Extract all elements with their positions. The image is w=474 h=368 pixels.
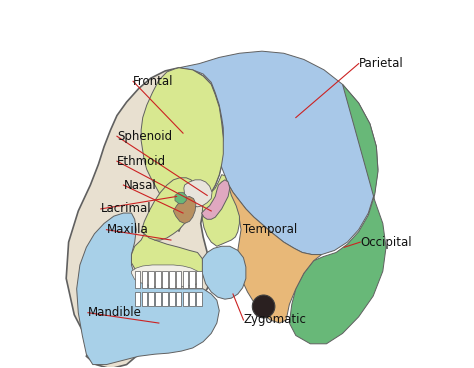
Text: Lacrimal: Lacrimal — [101, 202, 152, 215]
Text: Zygomatic: Zygomatic — [244, 314, 306, 326]
Bar — [135, 271, 140, 288]
Polygon shape — [202, 175, 239, 246]
Text: Frontal: Frontal — [133, 75, 173, 88]
Bar — [162, 292, 168, 307]
Bar — [169, 271, 174, 288]
Text: Occipital: Occipital — [360, 236, 412, 249]
Bar — [176, 271, 182, 288]
Bar — [155, 271, 161, 288]
Text: Sphenoid: Sphenoid — [117, 130, 172, 143]
Text: Ethmoid: Ethmoid — [117, 155, 166, 168]
Polygon shape — [202, 246, 246, 299]
Polygon shape — [179, 51, 378, 255]
Polygon shape — [289, 84, 386, 344]
Bar — [142, 292, 147, 307]
Text: Parietal: Parietal — [359, 57, 403, 70]
Bar — [196, 271, 202, 288]
Polygon shape — [173, 197, 196, 223]
Text: Mandible: Mandible — [88, 306, 142, 319]
Text: Maxilla: Maxilla — [107, 223, 148, 236]
Polygon shape — [77, 213, 219, 365]
Polygon shape — [141, 68, 223, 232]
Ellipse shape — [252, 295, 275, 318]
Bar — [176, 292, 182, 307]
Polygon shape — [201, 180, 230, 219]
Bar — [182, 292, 188, 307]
Bar — [169, 292, 174, 307]
Bar — [196, 292, 202, 307]
Bar — [135, 292, 140, 307]
Polygon shape — [228, 184, 321, 323]
Bar — [148, 292, 154, 307]
Bar — [162, 271, 168, 288]
Polygon shape — [66, 68, 223, 368]
Polygon shape — [131, 234, 203, 286]
Polygon shape — [131, 265, 201, 288]
Bar — [190, 271, 195, 288]
Polygon shape — [141, 178, 198, 240]
Bar — [155, 292, 161, 307]
Bar — [190, 292, 195, 307]
Text: Nasal: Nasal — [123, 178, 156, 191]
Bar — [182, 271, 188, 288]
Polygon shape — [184, 180, 212, 207]
Text: Temporal: Temporal — [243, 223, 297, 236]
Bar — [142, 271, 147, 288]
Bar — [148, 271, 154, 288]
Polygon shape — [175, 192, 186, 204]
